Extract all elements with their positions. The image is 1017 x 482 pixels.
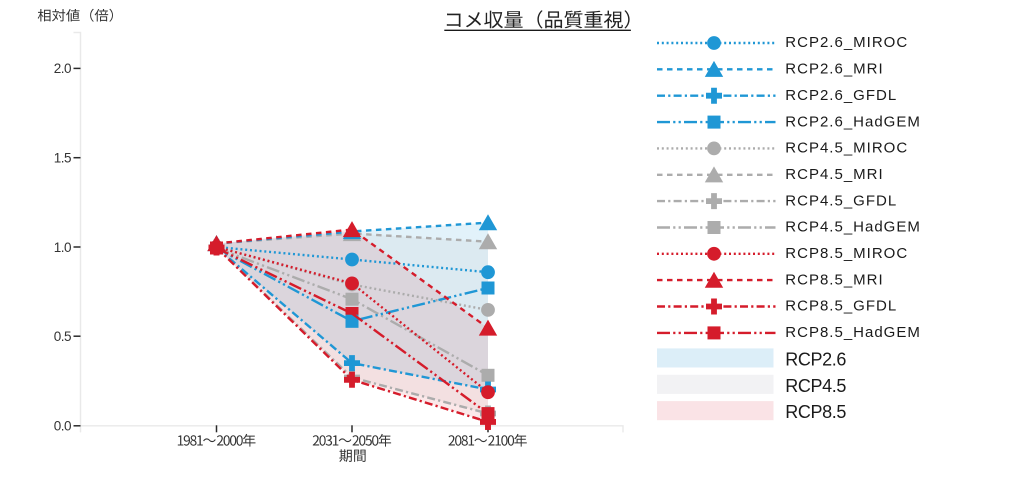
- svg-text:RCP4.5: RCP4.5: [785, 376, 846, 396]
- svg-text:0.5: 0.5: [54, 329, 71, 344]
- svg-text:RCP4.5_MRI: RCP4.5_MRI: [785, 166, 883, 183]
- svg-text:RCP8.5_GFDL: RCP8.5_GFDL: [785, 298, 897, 315]
- svg-text:RCP2.6_HadGEM: RCP2.6_HadGEM: [785, 113, 921, 130]
- svg-text:0.0: 0.0: [54, 419, 71, 434]
- svg-text:RCP4.5_MIROC: RCP4.5_MIROC: [785, 140, 908, 157]
- svg-text:RCP8.5_MIROC: RCP8.5_MIROC: [785, 245, 908, 262]
- svg-text:RCP2.6_MIROC: RCP2.6_MIROC: [785, 34, 908, 51]
- svg-text:RCP2.6: RCP2.6: [785, 349, 846, 369]
- svg-text:2.0: 2.0: [54, 61, 71, 76]
- svg-text:RCP8.5_MRI: RCP8.5_MRI: [785, 271, 883, 288]
- svg-text:1.5: 1.5: [54, 151, 71, 166]
- svg-text:RCP8.5: RCP8.5: [785, 402, 846, 422]
- svg-text:RCP8.5_HadGEM: RCP8.5_HadGEM: [785, 324, 921, 341]
- svg-text:RCP2.6_MRI: RCP2.6_MRI: [785, 61, 883, 78]
- svg-text:RCP2.6_GFDL: RCP2.6_GFDL: [785, 87, 897, 104]
- svg-text:1.0: 1.0: [54, 240, 71, 255]
- svg-text:RCP4.5_HadGEM: RCP4.5_HadGEM: [785, 219, 921, 236]
- svg-text:RCP4.5_GFDL: RCP4.5_GFDL: [785, 192, 897, 209]
